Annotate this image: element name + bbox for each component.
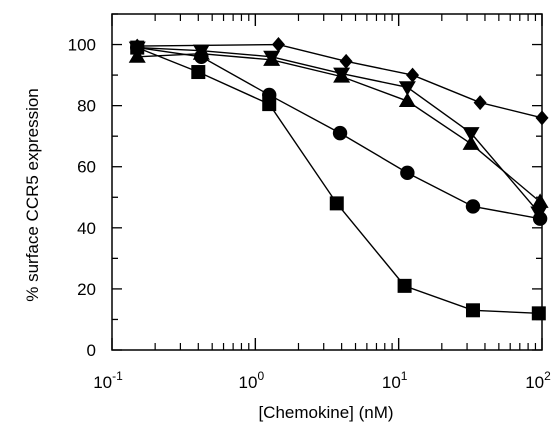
y-tick-label: 100 xyxy=(68,36,96,55)
series-square xyxy=(130,40,546,321)
series-line-diamond xyxy=(137,43,543,119)
data-point-diamond xyxy=(473,95,487,111)
x-axis-label: [Chemokine] (nM) xyxy=(258,403,393,422)
data-point-diamond xyxy=(535,110,549,126)
y-axis-label: % surface CCR5 expression xyxy=(23,88,42,302)
data-point-square xyxy=(465,303,480,318)
y-tick-label: 60 xyxy=(77,158,96,177)
plot-frame xyxy=(111,13,543,351)
x-tick-label: 102 xyxy=(525,369,551,392)
data-point-triangle-up xyxy=(398,92,416,108)
data-point-triangle-up xyxy=(531,193,549,208)
data-point-diamond xyxy=(339,53,353,69)
y-tick-label: 20 xyxy=(77,280,96,299)
data-point-triangle-down xyxy=(263,50,281,66)
data-point-diamond xyxy=(271,37,285,53)
data-point-triangle-down xyxy=(398,81,416,96)
y-tick-label: 0 xyxy=(87,341,96,360)
data-point-square xyxy=(329,196,344,211)
y-tick-label: 40 xyxy=(77,219,96,238)
x-tick-label: 100 xyxy=(239,369,265,392)
data-point-circle xyxy=(465,199,481,214)
y-tick-label: 80 xyxy=(77,97,96,116)
ticks xyxy=(111,13,543,351)
data-point-triangle-down xyxy=(333,67,351,83)
data-point-square xyxy=(397,278,412,293)
data-point-triangle-up xyxy=(462,135,480,150)
data-point-diamond xyxy=(406,67,420,83)
data-point-diamond xyxy=(130,38,144,54)
x-tick-label: 101 xyxy=(382,369,408,392)
data-point-circle xyxy=(262,87,277,103)
data-point-circle xyxy=(400,165,415,181)
series xyxy=(128,37,549,321)
tick-labels: 0 20 40 60 80 100 10-1 100 101 102 xyxy=(68,36,551,392)
data-point-triangle-down xyxy=(192,44,210,60)
data-point-circle xyxy=(332,125,348,141)
data-point-square xyxy=(191,65,206,80)
series-diamond xyxy=(130,37,549,126)
data-point-triangle-down xyxy=(530,206,548,222)
data-point-triangle-down xyxy=(462,127,480,142)
series-line-square xyxy=(136,46,539,315)
x-tick-label: 10-1 xyxy=(93,369,123,392)
axes xyxy=(111,13,543,351)
data-point-square xyxy=(531,306,546,321)
